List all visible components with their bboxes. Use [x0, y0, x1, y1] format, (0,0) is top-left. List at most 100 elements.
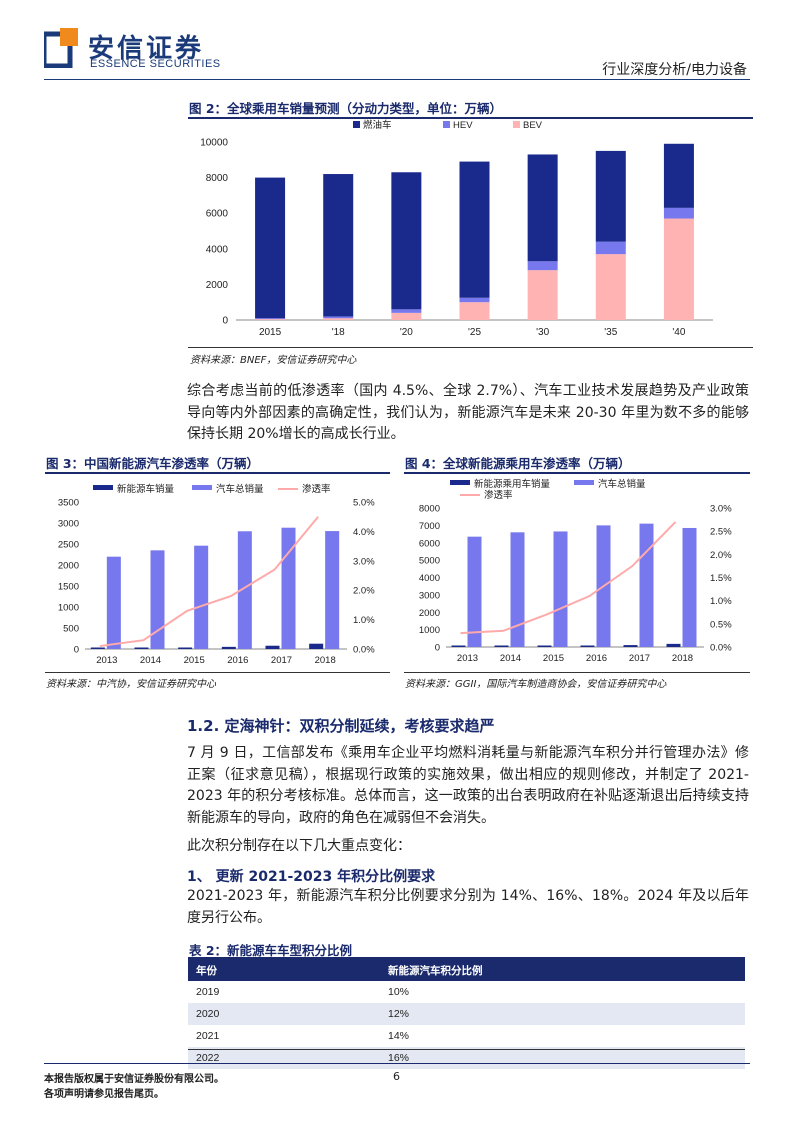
fig3-bar-新能源车销量 [178, 647, 193, 649]
fig4-ytick-label: 3000 [419, 590, 440, 601]
fig2-chart: 0 2000 4000 6000 8000 10000 2015 '18 '20 '25 '30 '3… [200, 119, 713, 338]
table-cell-ratio: 14% [388, 1030, 410, 1042]
fig4-bar-汽车总销量 [639, 523, 654, 647]
fig3-y2tick-label: 2.0% [353, 586, 375, 597]
fig2-bar-BEV [595, 254, 626, 320]
fig2-bar-燃油车 [595, 150, 626, 242]
footer-divider [44, 1063, 750, 1064]
fig4-ytick-label: 0 [435, 643, 440, 654]
fig2-legend-swatch [353, 121, 360, 128]
fig4-ytick-label: 6000 [419, 538, 440, 549]
fig4-ytick-label: 8000 [419, 504, 440, 515]
fig4-y2tick-label: 2.5% [710, 527, 732, 538]
company-logo-icon [44, 28, 78, 68]
table-cell-year: 2022 [196, 1052, 220, 1064]
footer-copyright: 本报告版权属于安信证券股份有限公司。 [44, 1074, 224, 1085]
fig2-bar-燃油车 [391, 172, 422, 310]
fig2-bottom-rule [188, 347, 753, 348]
page-header: 安信证券 ESSENCE SECURITIES 行业深度分析/电力设备 [0, 0, 793, 80]
fig3-bottom-rule [45, 672, 390, 673]
fig2-legend-swatch [443, 121, 450, 128]
fig2-xtick-label: 2015 [259, 327, 282, 338]
fig3-ytick-label: 3500 [58, 498, 79, 509]
fig4-bar-新能源乘用车销量 [623, 645, 638, 647]
fig2-bar-燃油车 [527, 154, 558, 262]
fig4-legend-swatch [574, 480, 594, 485]
fig4-ytick-label: 5000 [419, 556, 440, 567]
fig3-source: 资料来源：中汽协，安信证券研究中心 [46, 679, 216, 690]
fig2-bar-HEV [255, 318, 286, 320]
fig4-bar-新能源乘用车销量 [537, 645, 552, 647]
fig3-y2tick-label: 5.0% [353, 498, 375, 509]
fig2-title: 图 2：全球乘用车销量预测（分动力类型，单位：万辆） [189, 101, 503, 116]
footer-disclaimer: 各项声明请参见报告尾页。 [44, 1089, 164, 1100]
fig4-xtick-label: 2013 [457, 653, 478, 664]
table-cell-year: 2020 [196, 1008, 220, 1020]
fig4-y2tick-label: 0.5% [710, 619, 732, 630]
fig3-title: 图 3：中国新能源汽车渗透率（万辆） [46, 456, 260, 471]
fig4-bar-新能源乘用车销量 [580, 645, 595, 647]
table-cell-ratio: 10% [388, 986, 410, 998]
fig2-legend-swatch [513, 121, 520, 128]
fig2-bar-BEV [255, 319, 286, 320]
fig4-bar-汽车总销量 [682, 527, 697, 647]
fig3-bar-新能源车销量 [90, 647, 105, 649]
fig4-bar-汽车总销量 [553, 531, 568, 647]
fig3-bar-新能源车销量 [221, 646, 236, 649]
table-header-year: 年份 [196, 964, 217, 977]
logo-cn-text: 安信证券 [88, 34, 205, 64]
table-cell-year: 2019 [196, 986, 220, 998]
logo-en-text: ESSENCE SECURITIES [90, 58, 221, 70]
fig3-ytick-label: 1000 [58, 603, 79, 614]
fig4-xtick-label: 2015 [543, 653, 564, 664]
fig2-bar-燃油车 [255, 177, 286, 319]
table-cell-year: 2021 [196, 1030, 220, 1042]
fig2-bar-燃油车 [663, 143, 694, 208]
fig3-bar-汽车总销量 [325, 531, 340, 649]
fig3-ytick-label: 1500 [58, 582, 79, 593]
fig3-ytick-label: 0 [74, 645, 79, 656]
table-row: 2020 12% [188, 1003, 745, 1025]
fig3-legend-swatch [192, 485, 212, 490]
fig4-source: 资料来源：GGII，国际汽车制造商协会，安信证券研究中心 [405, 679, 667, 690]
fig2-bar-BEV [323, 318, 354, 320]
table-cell-ratio: 12% [388, 1008, 410, 1020]
fig2-bar-BEV [459, 302, 490, 320]
fig3-bar-汽车总销量 [106, 556, 121, 649]
fig3-chart: 0 500 1000 1500 2000 2500 3000 3500 0.0% 1.0% 2.0%… [58, 483, 375, 666]
fig2-xtick-label: '18 [332, 327, 345, 338]
page-number: 6 [393, 1070, 400, 1083]
fig2-bar-燃油车 [459, 161, 490, 298]
table2-title: 表 2：新能源车车型积分比例 [189, 943, 353, 958]
fig3-y2tick-label: 0.0% [353, 645, 375, 656]
table-row: 2021 14% [188, 1025, 745, 1047]
fig4-xtick-label: 2017 [629, 653, 650, 664]
report-type: 行业深度分析/电力设备 [602, 62, 747, 78]
fig4-legend-label: 新能源乘用车销量 [474, 478, 551, 490]
table-cell-ratio: 16% [388, 1052, 410, 1064]
fig3-xtick-label: 2017 [271, 655, 292, 666]
fig2-bar-BEV [663, 218, 694, 320]
fig4-bar-汽车总销量 [467, 536, 482, 647]
fig4-line-penetration [460, 521, 677, 635]
fig2-bar-HEV [391, 309, 422, 313]
fig3-y2tick-label: 4.0% [353, 527, 375, 538]
fig3-xtick-label: 2016 [227, 655, 248, 666]
fig2-ytick-label: 4000 [206, 244, 229, 255]
fig2-bar-HEV [323, 316, 354, 319]
fig4-bottom-rule [404, 672, 750, 673]
fig4-y2tick-label: 3.0% [710, 504, 732, 515]
fig2-top-rule [188, 117, 753, 119]
fig4-y2tick-label: 1.0% [710, 596, 732, 607]
paragraph-ratio: 2021-2023 年，新能源汽车积分比例要求分别为 14%、16%、18%。2… [187, 888, 749, 926]
fig2-xtick-label: '40 [672, 327, 685, 338]
fig2-legend-label: HEV [453, 120, 473, 131]
fig3-xtick-label: 2014 [140, 655, 161, 666]
fig4-y2tick-label: 1.5% [710, 573, 732, 584]
fig4-y2tick-label: 0.0% [710, 643, 732, 654]
fig3-bar-新能源车销量 [134, 647, 149, 649]
fig3-line-penetration [99, 516, 319, 648]
fig4-xtick-label: 2018 [672, 653, 693, 664]
fig3-legend-swatch [93, 485, 113, 490]
fig4-bar-新能源乘用车销量 [451, 645, 466, 647]
